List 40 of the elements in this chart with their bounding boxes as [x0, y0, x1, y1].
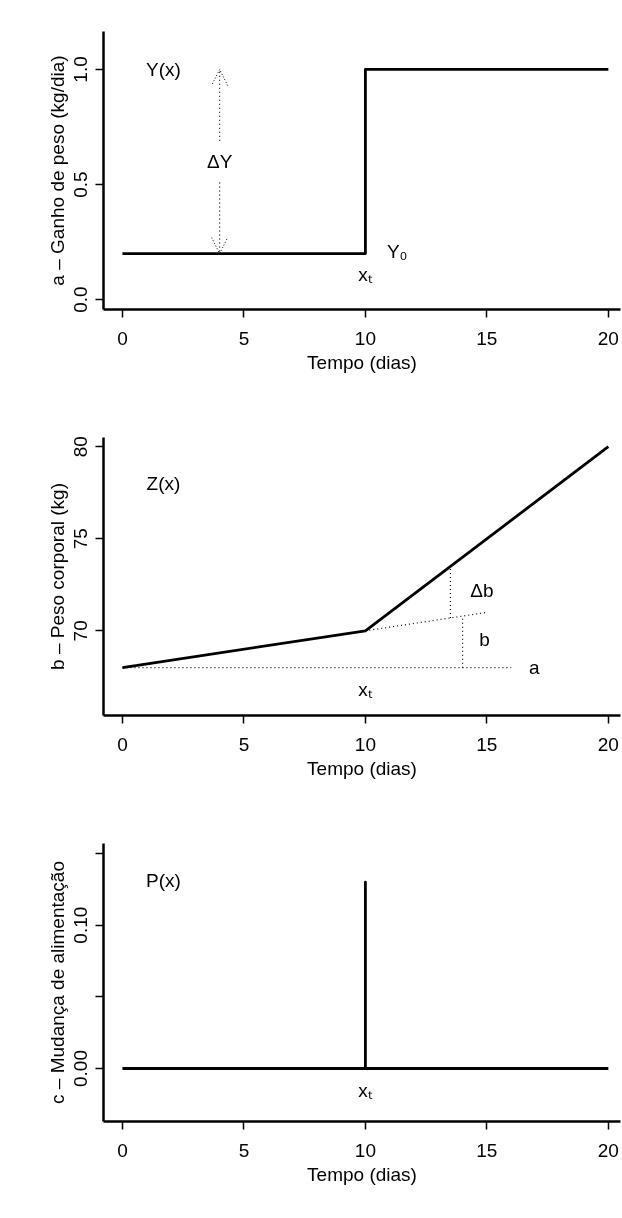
annotation: Y(x) — [146, 59, 181, 81]
x-tick-label: 15 — [476, 1139, 498, 1161]
x-tick-label: 10 — [354, 327, 376, 349]
x-tick-label: 5 — [238, 1139, 250, 1161]
annotation: ΔY — [206, 151, 233, 173]
annotation: Y₀ — [386, 240, 408, 262]
x-tick-label: 20 — [597, 1139, 619, 1161]
annotation: P(x) — [146, 870, 181, 892]
x-tick-label: 20 — [597, 733, 619, 755]
y-tick-label: 0.10 — [70, 906, 92, 944]
x-tick-label: 10 — [354, 1139, 376, 1161]
annotation: Δb — [470, 579, 494, 601]
x-axis-title: Tempo (dias) — [307, 1163, 417, 1185]
x-tick-label: 5 — [238, 327, 250, 349]
annotation: a — [528, 657, 540, 679]
annotation: xₜ — [358, 1079, 373, 1101]
y-axis-title: c – Mudança de alimentação — [46, 861, 68, 1104]
x-tick-label: 10 — [354, 733, 376, 755]
x-tick-label: 0 — [117, 733, 128, 755]
y-tick-label: 1.0 — [70, 56, 92, 83]
y-tick-label: 0.0 — [70, 286, 92, 313]
y-tick-label: 0.5 — [70, 171, 92, 198]
y-tick-label: 0.00 — [70, 1049, 92, 1087]
annotation: xₜ — [358, 679, 373, 701]
x-tick-label: 5 — [238, 733, 250, 755]
annotation: Z(x) — [146, 473, 181, 495]
x-tick-label: 20 — [597, 327, 619, 349]
x-axis-title: Tempo (dias) — [307, 351, 417, 373]
y-tick-label: 80 — [70, 436, 92, 458]
annotation: b — [479, 629, 490, 651]
y-axis-title: b – Peso corporal (kg) — [46, 483, 68, 670]
x-tick-label: 15 — [476, 327, 498, 349]
annotation: xₜ — [358, 263, 373, 285]
y-tick-label: 75 — [70, 528, 92, 550]
x-tick-label: 0 — [117, 1139, 128, 1161]
x-axis-title: Tempo (dias) — [307, 757, 417, 779]
y-axis-title: a – Ganho de peso (kg/dia) — [46, 55, 68, 286]
x-tick-label: 0 — [117, 327, 128, 349]
y-tick-label: 70 — [70, 620, 92, 642]
x-tick-label: 15 — [476, 733, 498, 755]
